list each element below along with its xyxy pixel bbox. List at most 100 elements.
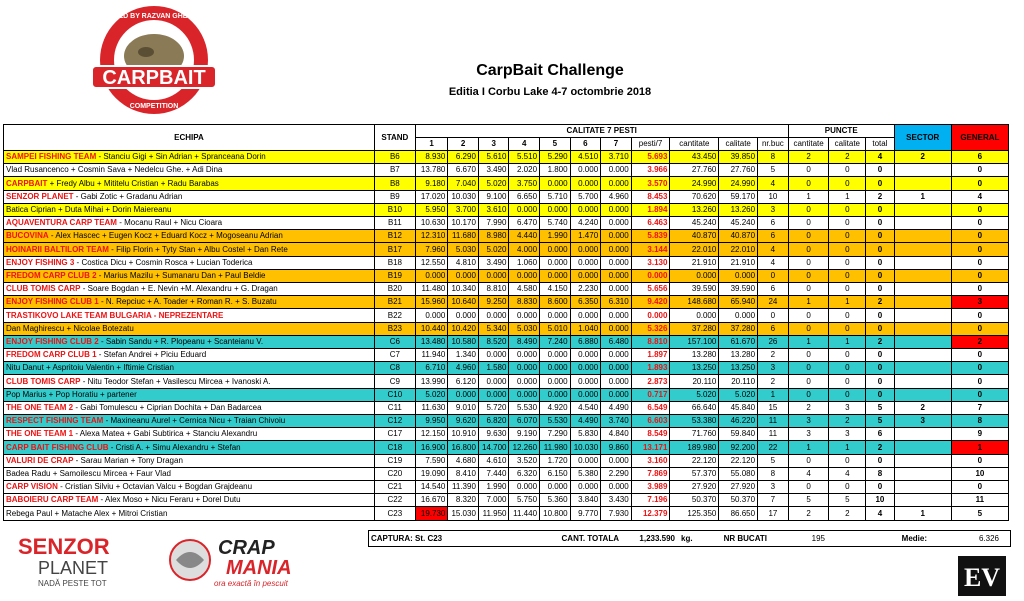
team-members: Nitu Danut + Aspritoiu Valentin + Iftimi…: [6, 363, 174, 373]
puncte-calitate-cell: 2: [828, 414, 867, 429]
calitate-cell: 46.220: [718, 414, 759, 429]
puncte-total-cell: 2: [865, 295, 895, 310]
team-name: CLUB TOMIS CARP: [6, 376, 81, 386]
team-members: - N. Repciuc + A. Toader + Roman R. + S.…: [98, 297, 277, 307]
fish-weight-cell: 13.990: [414, 374, 449, 389]
fish-weight-cell: 2.020: [508, 163, 541, 178]
header-cantitate: cantitate: [669, 137, 720, 151]
puncte-cantitate-cell: 0: [787, 216, 830, 231]
puncte-total-cell: 0: [865, 216, 895, 231]
header-p6: 6: [569, 137, 602, 151]
nr-bucati-label: NR BUCATI: [723, 534, 767, 543]
calitate-cell: 59.840: [718, 427, 759, 442]
svg-text:CREATED BY RAZVAN GHEORGHE: CREATED BY RAZVAN GHEORGHE: [95, 13, 214, 20]
calitate-cell: 20.110: [718, 374, 759, 389]
calitate-cell: 5.020: [718, 387, 759, 402]
fish-weight-cell: 6.120: [447, 374, 479, 389]
calitate-cell: 61.670: [718, 334, 759, 350]
cant-totala-value: 1,233.590: [639, 534, 675, 543]
fish-weight-cell: 15.030: [447, 506, 479, 521]
fish-weight-cell: 3.520: [508, 453, 541, 468]
fish-weight-cell: 5.030: [508, 321, 541, 336]
fish-weight-cell: 0.000: [600, 202, 632, 218]
sector-cell: [893, 440, 952, 455]
puncte-cantitate-cell: 2: [787, 506, 830, 521]
sector-cell: [893, 242, 952, 257]
puncte-calitate-cell: 1: [828, 189, 867, 204]
crap-mania-logo: CRAP MANIA ora exactă în pescuit: [168, 530, 318, 590]
table-row: VALURI DE CRAP - Sarau Marian + Tony Dra…: [3, 453, 1010, 468]
puncte-total-cell: 5: [865, 400, 895, 416]
fish-weight-cell: 5.530: [539, 414, 571, 429]
cantitate-cell: 13.260: [669, 202, 720, 218]
team-name: VALURI DE CRAP: [6, 455, 74, 465]
title-block: CarpBait Challenge Editia I Corbu Lake 4…: [330, 62, 730, 98]
fish-weight-cell: 1.990: [477, 480, 510, 495]
fish-weight-cell: 0.000: [539, 268, 571, 284]
fish-weight-cell: 10.640: [447, 295, 479, 310]
pesti7-cell: 3.989: [630, 480, 671, 495]
calitate-cell: 65.940: [718, 295, 759, 310]
fish-weight-cell: 4.150: [539, 282, 571, 297]
general-cell: 0: [950, 282, 1010, 297]
team-members: - Costica Dicu + Cosmin Rosca + Lucian T…: [74, 257, 253, 267]
fish-weight-cell: 11.630: [414, 400, 449, 416]
stand-cell: B19: [373, 268, 416, 284]
svg-text:SENZOR: SENZOR: [18, 534, 110, 559]
fish-weight-cell: 0.000: [600, 374, 632, 389]
nrbuc-cell: 3: [757, 480, 789, 495]
totals-bar: CAPTURA: St. C23 CANT. TOTALA 1,233.590 …: [368, 530, 1011, 547]
puncte-calitate-cell: 2: [828, 506, 867, 521]
pesti7-cell: 13.171: [630, 440, 671, 455]
team-members: - Alex Hascec + Eugen Kocz + Eduard Kocz…: [48, 231, 283, 241]
fish-weight-cell: 0.000: [600, 216, 632, 231]
cantitate-cell: 13.280: [669, 348, 720, 363]
stand-cell: B10: [373, 202, 416, 218]
puncte-calitate-cell: 0: [828, 176, 867, 191]
puncte-total-cell: 0: [865, 348, 895, 363]
calitate-cell: 55.080: [718, 466, 759, 482]
cantitate-cell: 148.680: [669, 295, 720, 310]
fish-weight-cell: 0.000: [508, 348, 541, 363]
fish-weight-cell: 9.010: [447, 400, 479, 416]
calitate-cell: 24.990: [718, 176, 759, 191]
puncte-cantitate-cell: 0: [787, 282, 830, 297]
fish-weight-cell: 0.000: [447, 268, 479, 284]
fish-weight-cell: 0.000: [508, 202, 541, 218]
pesti7-cell: 8.549: [630, 427, 671, 442]
nrbuc-cell: 24: [757, 295, 789, 310]
puncte-cantitate-cell: 0: [787, 453, 830, 468]
fish-weight-cell: 0.000: [600, 387, 632, 402]
pesti7-cell: 8.810: [630, 334, 671, 350]
fish-weight-cell: 0.000: [569, 308, 602, 323]
stand-cell: C6: [373, 334, 416, 350]
sector-cell: [893, 308, 952, 323]
puncte-cantitate-cell: 2: [787, 149, 830, 165]
team-name: AQUAVENTURA CARP TEAM: [6, 218, 117, 228]
puncte-cantitate-cell: 0: [787, 242, 830, 257]
fish-weight-cell: 0.000: [539, 202, 571, 218]
fish-weight-cell: 5.340: [477, 321, 510, 336]
puncte-cantitate-cell: 0: [787, 202, 830, 218]
team-name: FREDOM CARP CLUB 2: [6, 270, 97, 280]
fish-weight-cell: 7.040: [447, 176, 479, 191]
fish-weight-cell: 4.240: [569, 216, 602, 231]
nrbuc-cell: 3: [757, 361, 789, 376]
sector-cell: [893, 216, 952, 231]
table-row: RESPECT FISHING TEAM - Maxineanu Aurel +…: [3, 414, 1010, 429]
cantitate-cell: 37.280: [669, 321, 720, 336]
pesti7-cell: 6.549: [630, 400, 671, 416]
fish-weight-cell: 0.000: [600, 268, 632, 284]
team-name: SENZOR PLANET: [6, 191, 74, 201]
team-cell: RESPECT FISHING TEAM - Maxineanu Aurel +…: [3, 414, 375, 429]
pesti7-cell: 8.453: [630, 189, 671, 204]
sector-cell: [893, 427, 952, 442]
cantitate-cell: 125.350: [669, 506, 720, 521]
fish-weight-cell: 0.000: [539, 255, 571, 270]
puncte-cantitate-cell: 1: [787, 295, 830, 310]
team-members: - Cristi A. + Simu Alexandru + Stefan: [108, 442, 241, 452]
general-cell: 0: [950, 348, 1010, 363]
sector-cell: [893, 176, 952, 191]
fish-weight-cell: 3.740: [600, 414, 632, 429]
fish-weight-cell: 8.980: [477, 229, 510, 244]
